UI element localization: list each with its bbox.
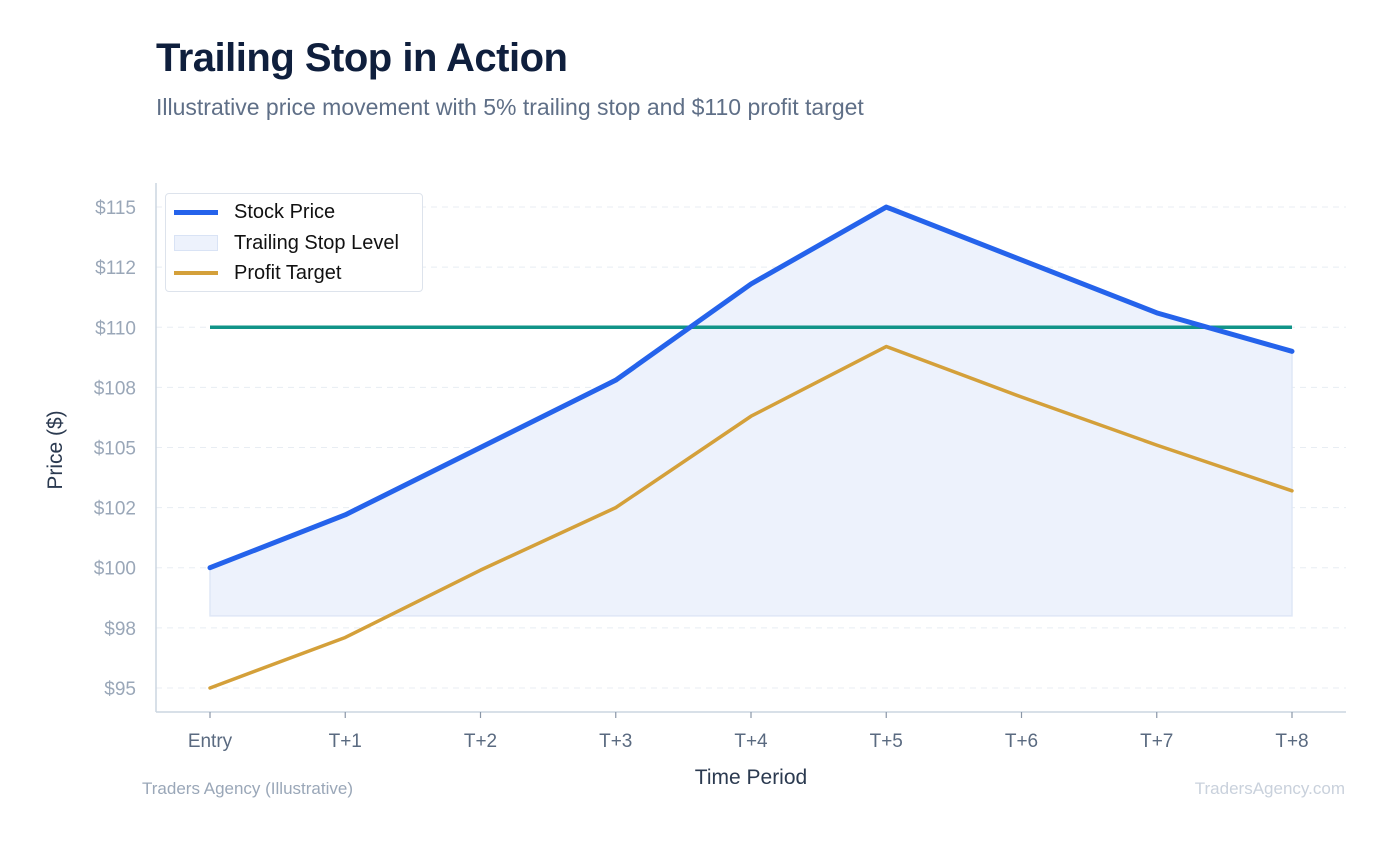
x-tick-label: T+3	[599, 731, 632, 752]
legend-label: Profit Target	[234, 261, 342, 284]
y-tick-label: $98	[104, 619, 136, 640]
x-tick-label: T+6	[1005, 731, 1038, 752]
stock-price-swatch	[174, 209, 218, 215]
legend-label: Stock Price	[234, 200, 336, 223]
x-tick-label: T+5	[870, 731, 903, 752]
tick-labels: $95 $98 $100 $102 $105 $108 $110 $112 $115 Entry T…	[94, 198, 1309, 752]
axes	[155, 183, 1346, 718]
profit-target-series-line	[208, 344, 1294, 690]
legend-item-stock-price: Stock Price	[174, 199, 335, 225]
y-tick-label: $115	[95, 198, 136, 219]
x-tick-label: T+2	[464, 731, 497, 752]
legend-item-trailing-stop: Trailing Stop Level	[174, 230, 399, 256]
y-axis-title: Price ($)	[44, 410, 67, 489]
y-tick-label: $100	[94, 559, 136, 580]
chart-title: Trailing Stop in Action	[156, 36, 568, 80]
chart-subtitle: Illustrative price movement with 5% trai…	[156, 94, 864, 120]
x-tick-label: T+1	[329, 731, 362, 752]
legend-label: Trailing Stop Level	[234, 231, 399, 254]
profit-target-swatch	[174, 271, 218, 275]
x-tick-label: T+8	[1275, 731, 1308, 752]
y-tick-label: $95	[104, 679, 136, 700]
y-tick-label: $112	[95, 258, 136, 279]
series-lines	[207, 204, 1295, 690]
x-tick-label: T+7	[1140, 731, 1173, 752]
chart-legend: Stock Price Trailing Stop Level Profit T…	[165, 193, 423, 292]
y-tick-label: $102	[94, 499, 136, 520]
y-tick-label: $110	[95, 318, 136, 339]
stock-price-series-line	[207, 204, 1295, 571]
y-tick-label: $105	[94, 439, 136, 460]
y-tick-label: $108	[94, 378, 136, 399]
x-axis-title: Time Period	[695, 766, 807, 789]
x-tick-label: T+4	[734, 731, 768, 752]
legend-item-profit-target: Profit Target	[174, 260, 341, 286]
source-note: Traders Agency (Illustrative)	[142, 779, 353, 798]
x-tick-label: Entry	[188, 731, 233, 752]
watermark: TradersAgency.com	[1194, 779, 1345, 798]
trailing-stop-swatch	[174, 235, 218, 251]
